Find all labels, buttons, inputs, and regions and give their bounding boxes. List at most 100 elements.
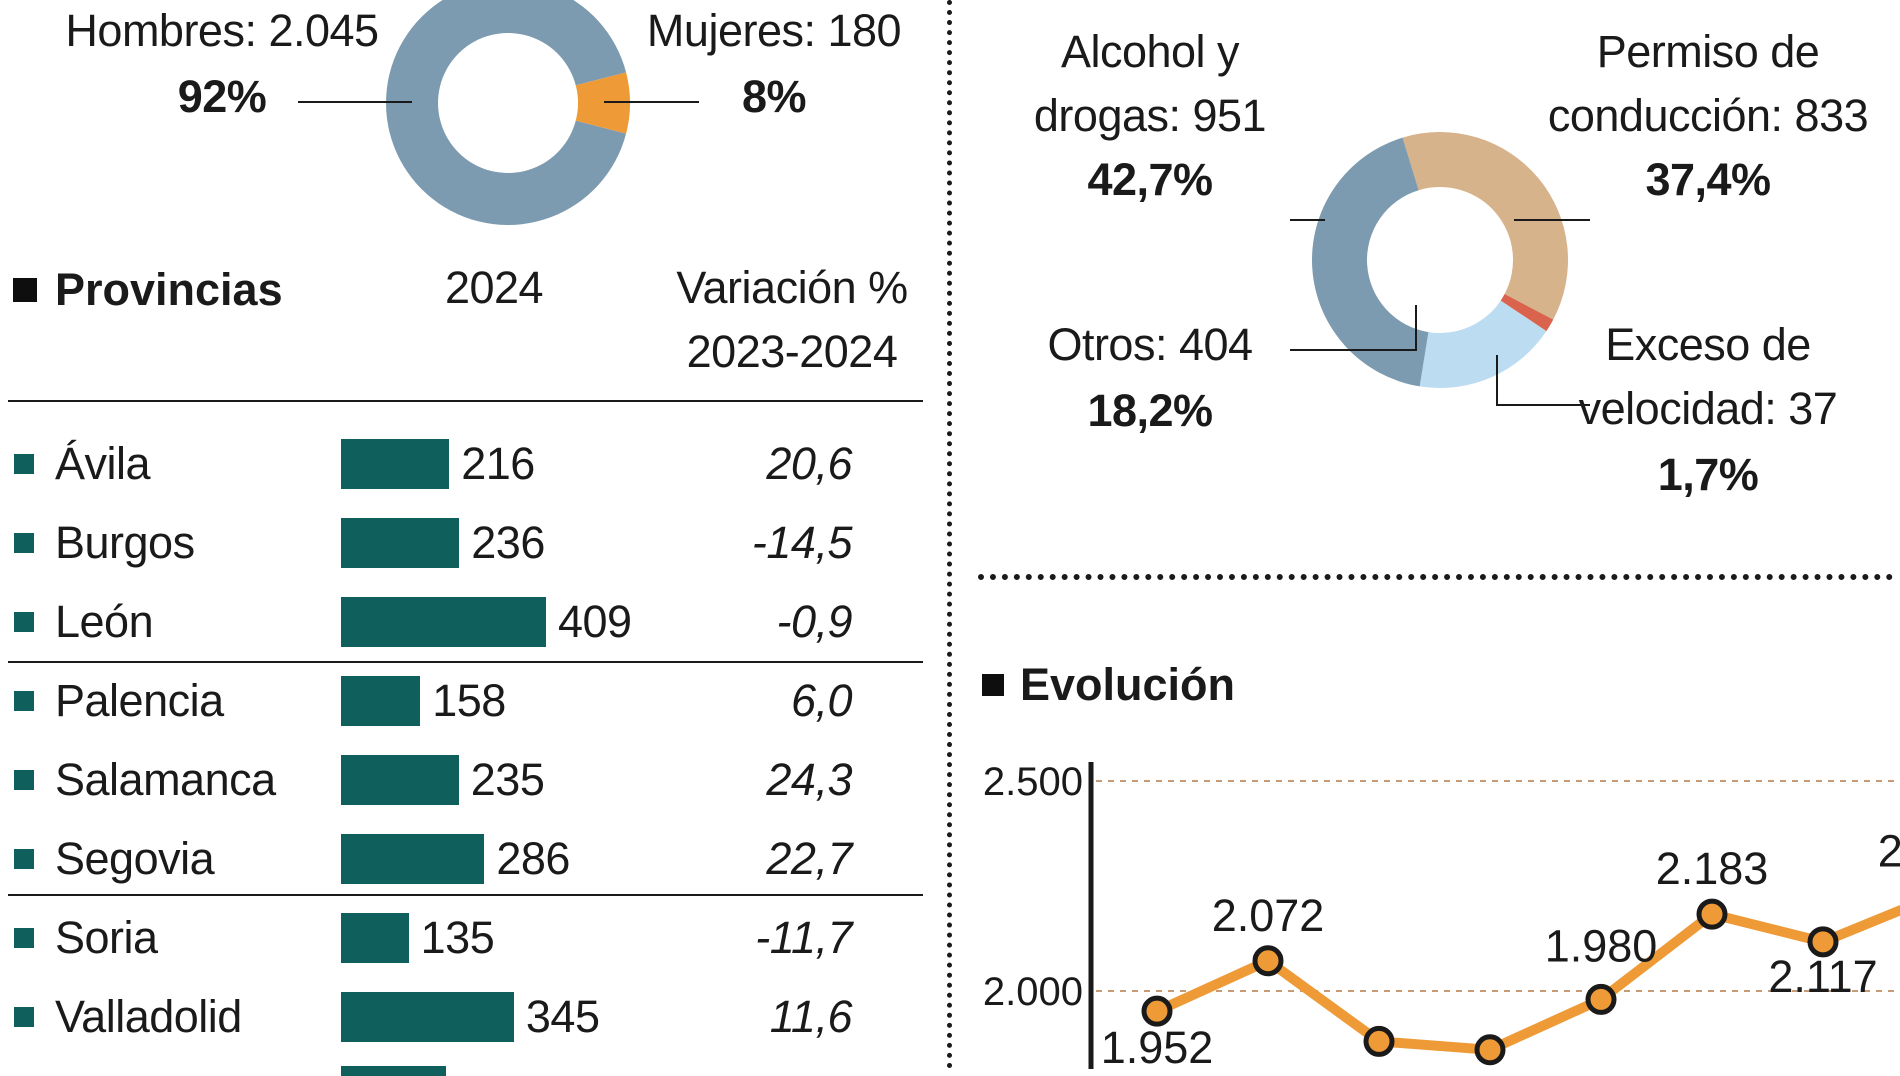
- others-percent: 18,2%: [1087, 385, 1213, 436]
- men-percent: 92%: [177, 71, 267, 122]
- men-leader-line: [298, 101, 412, 103]
- province-value: 236: [471, 517, 545, 568]
- speed-slice: [1500, 294, 1554, 332]
- evolution-title-marker: [982, 674, 1004, 696]
- alcohol-percent: 42,7%: [1087, 154, 1213, 205]
- others-slice: [1419, 300, 1547, 388]
- gender-donut-chart: [386, 0, 630, 225]
- row-marker: [14, 928, 34, 948]
- province-value: 235: [470, 754, 545, 805]
- province-bar: [341, 992, 514, 1042]
- province-name: León: [55, 596, 154, 647]
- speed-leader-line: [1496, 355, 1590, 406]
- evolution-title: Evolución: [1020, 659, 1236, 710]
- row-marker: [14, 691, 34, 711]
- province-value: 158: [432, 675, 506, 726]
- province-value: 135: [420, 912, 495, 963]
- table-group-rule: [8, 894, 923, 896]
- y-tick-label: 2.500: [983, 760, 1083, 804]
- column-header-period: 2023-2024: [686, 326, 898, 377]
- row-marker: [14, 454, 34, 474]
- table-group-rule: [8, 661, 923, 663]
- women-label: Mujeres: 180: [646, 5, 902, 56]
- province-variation: 6,0: [790, 675, 853, 726]
- data-point: [1696, 898, 1728, 930]
- license-percent: 37,4%: [1645, 154, 1771, 205]
- province-variation: 22,7: [766, 833, 852, 884]
- province-bar: [341, 755, 459, 805]
- evolution-line: [1154, 904, 1900, 1055]
- province-variation: 24,3: [766, 754, 852, 805]
- province-variation: -0,9: [776, 596, 852, 647]
- alcohol-label-line1: Alcohol y: [1060, 26, 1240, 77]
- speed-percent: 1,7%: [1657, 449, 1759, 500]
- row-marker: [14, 612, 34, 632]
- column-header-2024: 2024: [444, 262, 544, 313]
- province-value: 286: [496, 833, 570, 884]
- province-value: 216: [461, 438, 535, 489]
- province-variation: 11,6: [769, 991, 853, 1042]
- province-name: Palencia: [55, 675, 224, 726]
- section-separator: [978, 574, 1893, 580]
- province-name: Salamanca: [55, 754, 276, 805]
- province-bar: [341, 518, 460, 568]
- data-point: [1363, 1025, 1395, 1057]
- data-point: [1252, 945, 1284, 977]
- license-slice: [1402, 132, 1568, 320]
- province-variation: -11,7: [755, 912, 852, 963]
- license-label-line2: conducción: 833: [1547, 90, 1869, 141]
- others-label: Otros: 404: [1047, 319, 1253, 370]
- row-marker: [14, 849, 34, 869]
- province-name: Valladolid: [55, 991, 242, 1042]
- province-bar: [341, 597, 546, 647]
- data-label: 1.952: [1101, 1022, 1214, 1069]
- provinces-title-marker: [13, 278, 37, 302]
- alcohol-slice: [1312, 137, 1429, 387]
- women-slice: [575, 72, 630, 134]
- women-percent: 8%: [741, 71, 807, 122]
- province-bar: [341, 913, 409, 963]
- women-leader-line: [604, 101, 699, 103]
- province-bar: [341, 439, 450, 489]
- row-marker: [14, 1007, 34, 1027]
- evolution-line-chart: 2.500 2.000 1.952 2.072 1.980 2.183 2.117 2.225: [983, 760, 1900, 1069]
- province-value: 345: [525, 991, 600, 1042]
- province-variation: 20,6: [766, 438, 852, 489]
- data-point: [1585, 983, 1617, 1015]
- row-marker: [14, 770, 34, 790]
- data-label: 2.117: [1768, 951, 1877, 1002]
- next-row-bar-partial: [341, 1066, 446, 1076]
- data-label: 2.183: [1656, 843, 1769, 894]
- column-header-variation: Variación %: [676, 262, 908, 313]
- province-variation: -14,5: [751, 517, 853, 568]
- province-name: Burgos: [55, 517, 195, 568]
- province-bar: [341, 676, 421, 726]
- province-name: Segovia: [55, 833, 215, 884]
- cause-donut-chart: [1290, 132, 1590, 406]
- data-label: 1.980: [1545, 920, 1658, 971]
- alcohol-leader-line: [1290, 219, 1325, 221]
- men-label: Hombres: 2.045: [65, 5, 379, 56]
- province-value: 409: [558, 596, 632, 647]
- data-label: 2.072: [1212, 890, 1325, 941]
- province-name: Ávila: [55, 438, 151, 489]
- alcohol-label-line2: drogas: 951: [1033, 90, 1267, 141]
- men-slice: [386, 0, 627, 225]
- row-marker: [14, 533, 34, 553]
- province-bar: [341, 834, 485, 884]
- speed-label-line2: velocidad: 37: [1578, 383, 1838, 434]
- others-leader-line: [1290, 305, 1417, 351]
- provinces-title: Provincias: [55, 264, 283, 315]
- table-header-rule: [8, 400, 923, 402]
- speed-label-line1: Exceso de: [1605, 319, 1811, 370]
- license-leader-line: [1514, 219, 1590, 221]
- data-label: 2.225: [1878, 826, 1900, 877]
- license-label-line1: Permiso de: [1596, 26, 1820, 77]
- province-name: Soria: [55, 912, 158, 963]
- y-tick-label: 2.000: [983, 970, 1083, 1014]
- data-point: [1474, 1034, 1506, 1066]
- data-point: [1141, 995, 1173, 1027]
- data-point: [1807, 926, 1839, 958]
- column-separator: [947, 0, 952, 1069]
